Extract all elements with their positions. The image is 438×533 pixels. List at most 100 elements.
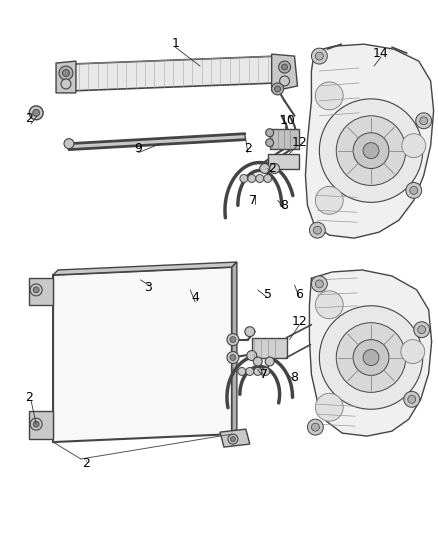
Polygon shape [220, 429, 250, 447]
Circle shape [248, 174, 256, 182]
Circle shape [254, 367, 262, 375]
Circle shape [266, 129, 274, 136]
Circle shape [240, 174, 248, 182]
Text: 7: 7 [249, 194, 257, 207]
Circle shape [401, 340, 425, 364]
Circle shape [262, 367, 270, 375]
Bar [268, 154, 300, 168]
Circle shape [227, 334, 239, 345]
Circle shape [353, 133, 389, 168]
Text: 2: 2 [25, 112, 33, 125]
Text: 6: 6 [296, 288, 304, 301]
Circle shape [282, 64, 288, 70]
Circle shape [279, 61, 290, 73]
Circle shape [30, 418, 42, 430]
Circle shape [265, 357, 274, 366]
Circle shape [336, 322, 406, 392]
Circle shape [64, 139, 74, 149]
Circle shape [247, 351, 257, 360]
Circle shape [33, 109, 40, 116]
Circle shape [230, 354, 236, 360]
Circle shape [414, 322, 430, 337]
Circle shape [315, 52, 323, 60]
Circle shape [416, 113, 431, 129]
Circle shape [61, 79, 71, 89]
Text: 7: 7 [260, 368, 268, 381]
Circle shape [319, 306, 423, 409]
Circle shape [279, 76, 290, 86]
Polygon shape [53, 262, 237, 275]
Circle shape [260, 164, 270, 173]
Circle shape [315, 291, 343, 319]
Text: 2: 2 [268, 162, 276, 175]
Circle shape [270, 164, 279, 173]
Text: 8: 8 [290, 371, 299, 384]
Circle shape [256, 174, 264, 182]
Text: 3: 3 [145, 281, 152, 294]
Circle shape [314, 226, 321, 234]
Circle shape [315, 280, 323, 288]
Circle shape [408, 395, 416, 403]
Circle shape [275, 86, 281, 92]
Circle shape [311, 48, 327, 64]
Text: 5: 5 [264, 288, 272, 301]
Text: 2: 2 [244, 142, 252, 155]
Circle shape [311, 423, 319, 431]
Circle shape [418, 326, 426, 334]
Text: 10: 10 [279, 114, 296, 127]
Polygon shape [29, 411, 53, 439]
Circle shape [353, 340, 389, 375]
Polygon shape [71, 56, 278, 91]
Circle shape [266, 139, 274, 147]
Circle shape [253, 357, 262, 366]
Circle shape [238, 367, 246, 375]
Circle shape [336, 116, 406, 185]
Circle shape [264, 174, 272, 182]
Bar [252, 337, 286, 358]
Circle shape [245, 327, 255, 337]
Text: 1: 1 [171, 37, 179, 50]
Circle shape [272, 83, 283, 95]
Circle shape [246, 367, 254, 375]
Circle shape [227, 352, 239, 364]
Circle shape [420, 117, 427, 125]
Polygon shape [53, 267, 232, 442]
Circle shape [406, 182, 422, 198]
Bar [270, 129, 300, 149]
Text: 2: 2 [25, 391, 33, 404]
Text: 12: 12 [292, 315, 307, 328]
Circle shape [309, 222, 325, 238]
Polygon shape [309, 270, 431, 436]
Circle shape [315, 82, 343, 110]
Polygon shape [29, 278, 53, 305]
Polygon shape [69, 134, 245, 150]
Polygon shape [272, 54, 297, 91]
Circle shape [63, 69, 70, 77]
Circle shape [29, 106, 43, 120]
Text: 14: 14 [373, 46, 389, 60]
Circle shape [404, 391, 420, 407]
Polygon shape [56, 61, 76, 93]
Circle shape [33, 287, 39, 293]
Circle shape [228, 434, 238, 444]
Circle shape [30, 284, 42, 296]
Circle shape [363, 350, 379, 366]
Circle shape [319, 99, 423, 203]
Circle shape [402, 134, 426, 158]
Circle shape [230, 337, 236, 343]
Circle shape [33, 421, 39, 427]
Circle shape [230, 437, 235, 441]
Circle shape [311, 276, 327, 292]
Text: 12: 12 [292, 136, 307, 149]
Circle shape [59, 66, 73, 80]
Circle shape [315, 393, 343, 421]
Polygon shape [305, 44, 434, 238]
Circle shape [307, 419, 323, 435]
Text: 8: 8 [281, 199, 289, 212]
Polygon shape [232, 262, 237, 434]
Text: 9: 9 [134, 142, 142, 155]
Text: 4: 4 [191, 292, 199, 304]
Circle shape [363, 143, 379, 158]
Circle shape [315, 187, 343, 214]
Circle shape [410, 187, 418, 195]
